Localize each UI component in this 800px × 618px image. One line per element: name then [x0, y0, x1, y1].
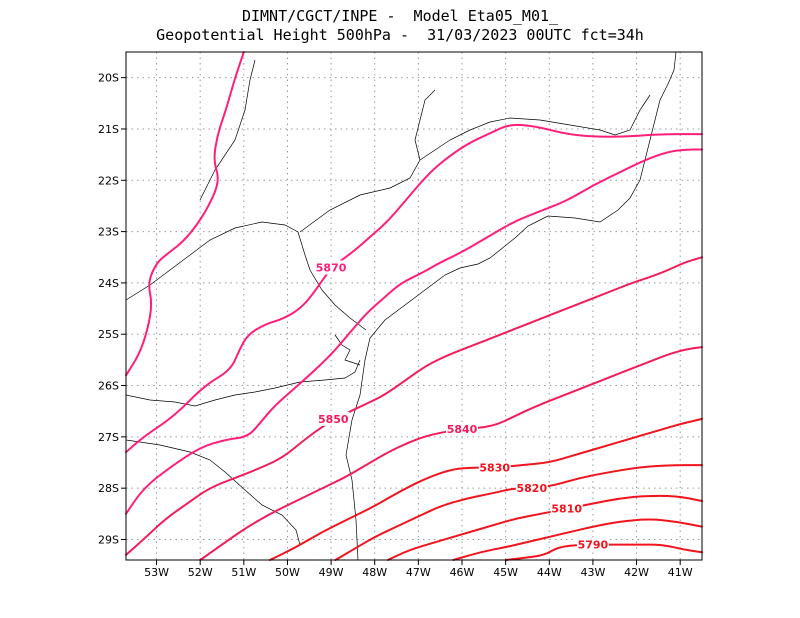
x-tick-label: 46W: [450, 566, 475, 579]
contour-label-bg: [315, 260, 348, 275]
contour-label-5830: 5830: [479, 462, 510, 475]
x-tick-label: 50W: [275, 566, 300, 579]
y-tick-label: 22S: [98, 174, 119, 187]
y-axis-ticks: 20S 21S 22S 23S 24S 25S 26S 27S 28S 29S: [98, 72, 126, 546]
plot-frame: [125, 51, 703, 561]
boundary-path: [199, 59, 256, 201]
contour-line-5800: [452, 518, 703, 561]
contour-line-5850: [125, 256, 703, 556]
y-tick-label: 21S: [98, 123, 119, 136]
x-tick-label: 42W: [624, 566, 649, 579]
x-tick-label: 53W: [144, 566, 169, 579]
contour-line-5840: [199, 346, 703, 561]
y-tick-label: 29S: [98, 533, 119, 546]
contour-line-5870: [125, 123, 703, 454]
y-tick-label: 27S: [98, 431, 119, 444]
contour-line-5830: [269, 417, 703, 561]
chart-title-line-2: Geopotential Height 500hPa - 31/03/2023 …: [156, 26, 644, 44]
boundary-path: [419, 94, 651, 161]
contour-line-5860: [125, 148, 703, 515]
boundary-path: [345, 51, 677, 561]
boundary-path: [299, 89, 436, 233]
chart-title-line-1: DIMNT/CGCT/INPE - Model Eta05_M01_: [241, 7, 559, 25]
coastline-borders: [125, 51, 677, 561]
boundary-path: [125, 221, 367, 331]
x-tick-label: 41W: [668, 566, 693, 579]
x-tick-label: 48W: [362, 566, 387, 579]
x-tick-label: 51W: [231, 566, 256, 579]
x-tick-label: 47W: [406, 566, 431, 579]
contour-label-5810: 5810: [551, 503, 582, 516]
y-tick-label: 26S: [98, 380, 119, 393]
x-tick-label: 52W: [188, 566, 213, 579]
x-tick-label: 49W: [319, 566, 344, 579]
x-axis-ticks: 53W 52W 51W 50W 49W 48W 47W 46W 45W 44W 43W 42W 41W: [144, 560, 693, 579]
y-tick-label: 23S: [98, 226, 119, 239]
contour-label-bg: [478, 460, 511, 475]
y-tick-label: 20S: [98, 72, 119, 85]
contour-label-5790: 5790: [578, 539, 609, 552]
contour-label-bg: [515, 481, 548, 496]
boundary-path: [334, 334, 361, 366]
contour-label-bg: [576, 537, 609, 552]
y-tick-label: 25S: [98, 328, 119, 341]
contour-label-bg: [317, 411, 350, 426]
x-tick-label: 44W: [537, 566, 562, 579]
boundary-path: [125, 359, 361, 407]
contour-line-5880: [125, 51, 245, 377]
contour-label-bg: [550, 501, 583, 516]
y-tick-label: 24S: [98, 277, 119, 290]
y-tick-label: 28S: [98, 482, 119, 495]
contour-label-5840: 5840: [447, 423, 478, 436]
contour-lines: [125, 51, 703, 561]
contour-line-5810: [386, 494, 703, 561]
contour-label-5850: 5850: [318, 413, 349, 426]
contour-label-bg: [446, 422, 478, 437]
x-tick-label: 45W: [493, 566, 518, 579]
contour-label-5820: 5820: [517, 482, 548, 495]
contour-label-5870: 5870: [316, 262, 347, 275]
boundary-path: [125, 439, 301, 546]
contour-line-5820: [334, 464, 703, 561]
x-tick-label: 43W: [580, 566, 605, 579]
